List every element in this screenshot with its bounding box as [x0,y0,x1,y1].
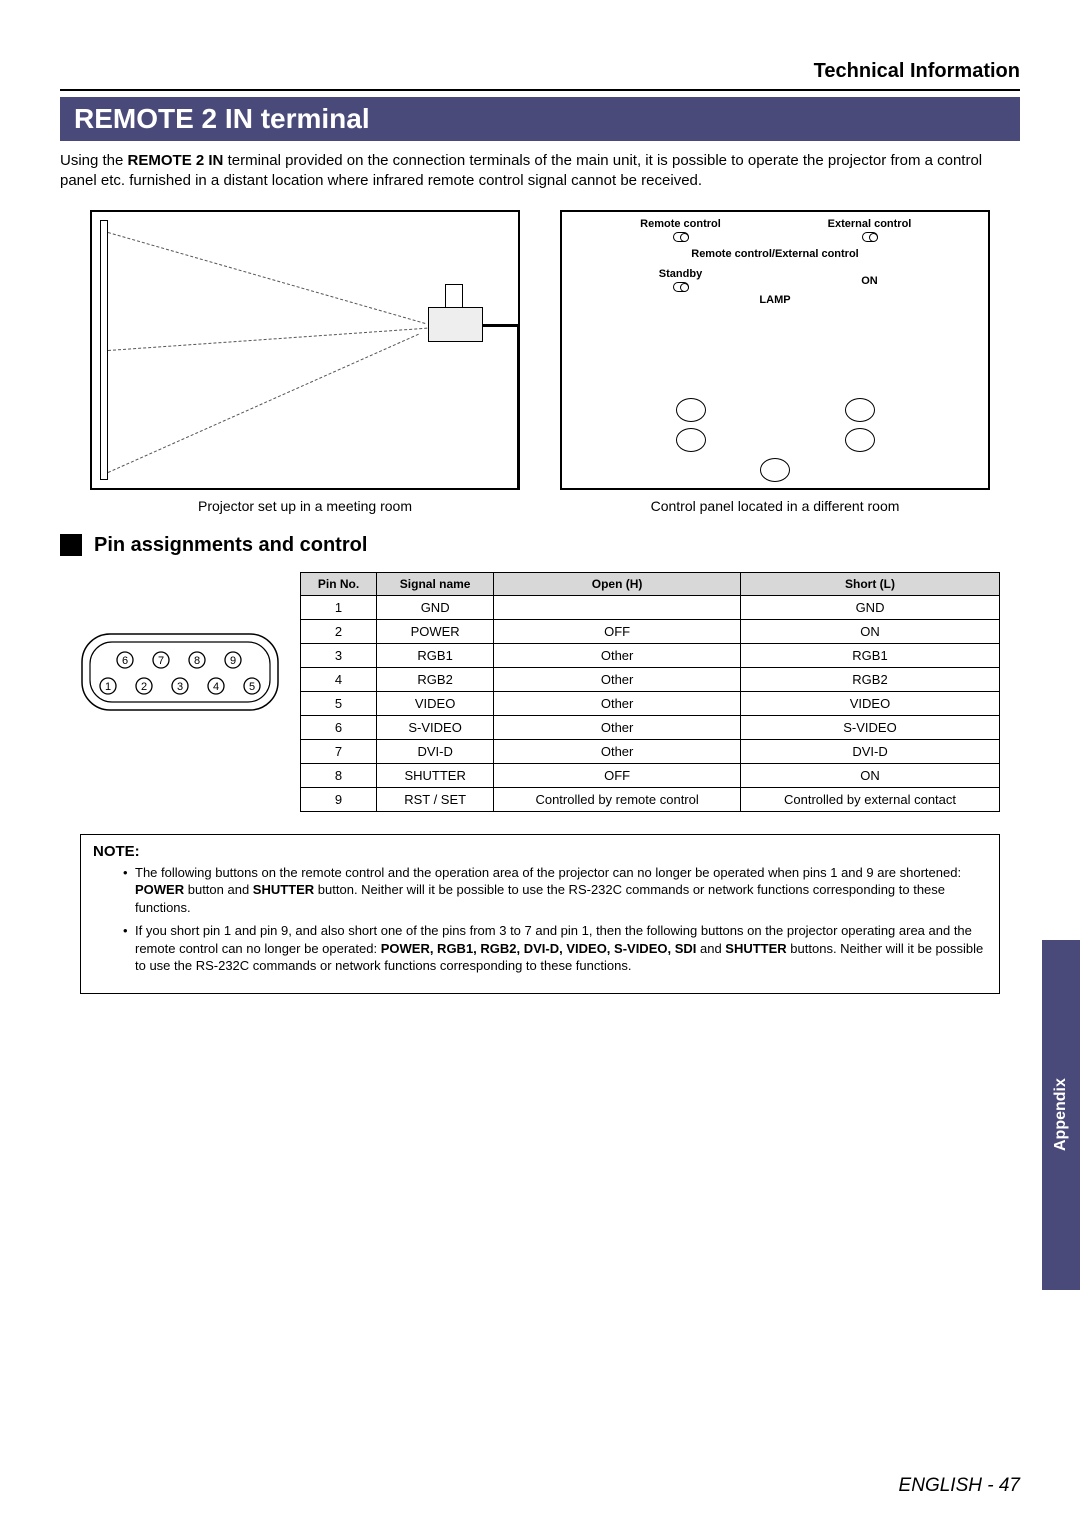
pin-table-cell: S-VIDEO [741,715,1000,739]
svg-text:7: 7 [158,655,164,667]
note-item-2: If you short pin 1 and pin 9, and also s… [123,922,987,975]
page-footer: ENGLISH - 47 [899,1475,1020,1497]
table-row: 9RST / SETControlled by remote controlCo… [301,787,1000,811]
pin-table-cell: Controlled by remote control [494,787,741,811]
pin-table-cell: RGB1 [377,643,494,667]
header-rule [60,89,1020,91]
pin-table-cell: RGB2 [377,667,494,691]
knob-icon [845,398,875,422]
footer-page: 47 [999,1475,1020,1496]
pin-table-header: Open (H) [494,572,741,595]
appendix-tab: Appendix [1042,940,1080,1290]
toggle-icon [673,232,689,242]
diagram-left: Projector set up in a meeting room [90,210,520,514]
svg-text:4: 4 [213,681,219,693]
table-row: 1GNDGND [301,595,1000,619]
pin-table-cell: OFF [494,763,741,787]
knob-icon [760,458,790,482]
intro-paragraph: Using the REMOTE 2 IN terminal provided … [60,151,1020,192]
pin-table-header: Signal name [377,572,494,595]
knob-icon [676,398,706,422]
pin-table-cell: SHUTTER [377,763,494,787]
connector-diagram: 6 7 8 9 1 2 3 4 5 [80,632,280,712]
toggle-icon [862,232,878,242]
page-header-title: Technical Information [60,60,1020,83]
pin-table-cell: 2 [301,619,377,643]
pin-table-cell: OFF [494,619,741,643]
label-combined: Remote control/External control [691,248,858,260]
pin-table-cell: RGB2 [741,667,1000,691]
knob-icon [845,428,875,452]
table-row: 8SHUTTEROFFON [301,763,1000,787]
diagram-right-caption: Control panel located in a different roo… [651,498,900,514]
pin-table-cell: VIDEO [377,691,494,715]
projector-room-diagram [90,210,520,490]
table-row: 4RGB2OtherRGB2 [301,667,1000,691]
pin-table-cell: 5 [301,691,377,715]
toggle-icon [673,282,689,292]
pin-table-cell: DVI-D [377,739,494,763]
pin-table-cell: POWER [377,619,494,643]
pin-table-cell: RGB1 [741,643,1000,667]
pin-table-cell: RST / SET [377,787,494,811]
label-remote-control: Remote control [636,218,726,230]
pin-table-cell [494,595,741,619]
pin-table: Pin No.Signal nameOpen (H)Short (L) 1GND… [300,572,1000,812]
section-title: REMOTE 2 IN terminal [60,97,1020,141]
pin-table-cell: GND [377,595,494,619]
subsection-marker [60,534,82,556]
pin-table-cell: S-VIDEO [377,715,494,739]
control-panel-diagram: Remote control External control Remote c… [560,210,990,490]
pin-table-cell: Other [494,643,741,667]
subsection-title: Pin assignments and control [94,534,367,557]
pin-table-cell: DVI-D [741,739,1000,763]
pin-table-cell: Other [494,667,741,691]
pin-table-cell: Other [494,715,741,739]
diagram-left-caption: Projector set up in a meeting room [198,498,412,514]
footer-lang: ENGLISH [899,1475,982,1496]
intro-pre: Using the [60,152,128,169]
pin-table-cell: 4 [301,667,377,691]
pin-table-cell: 9 [301,787,377,811]
table-row: 5VIDEOOtherVIDEO [301,691,1000,715]
table-row: 2POWEROFFON [301,619,1000,643]
label-standby: Standby [636,268,726,280]
pin-table-cell: 8 [301,763,377,787]
table-row: 3RGB1OtherRGB1 [301,643,1000,667]
knob-icon [676,428,706,452]
pin-table-cell: ON [741,619,1000,643]
svg-text:8: 8 [194,655,200,667]
table-row: 7DVI-DOtherDVI-D [301,739,1000,763]
label-lamp: LAMP [759,294,790,306]
svg-text:2: 2 [141,681,147,693]
svg-text:6: 6 [122,655,128,667]
svg-text:5: 5 [249,681,255,693]
svg-text:9: 9 [230,655,236,667]
label-on: ON [825,275,915,287]
pin-table-cell: GND [741,595,1000,619]
svg-text:1: 1 [105,681,111,693]
pin-table-cell: 3 [301,643,377,667]
pin-table-cell: 7 [301,739,377,763]
pin-table-cell: Other [494,691,741,715]
note-title: NOTE: [93,843,987,860]
label-external-control: External control [825,218,915,230]
pin-table-cell: 6 [301,715,377,739]
footer-sep: - [982,1475,999,1496]
pin-table-header: Pin No. [301,572,377,595]
table-row: 6S-VIDEOOtherS-VIDEO [301,715,1000,739]
pin-table-header: Short (L) [741,572,1000,595]
pin-table-cell: Other [494,739,741,763]
note-item-1: The following buttons on the remote cont… [123,864,987,917]
note-box: NOTE: The following buttons on the remot… [80,834,1000,994]
pin-table-cell: VIDEO [741,691,1000,715]
intro-bold: REMOTE 2 IN [128,152,224,169]
pin-table-cell: ON [741,763,1000,787]
diagram-right: Remote control External control Remote c… [560,210,990,514]
pin-table-cell: Controlled by external contact [741,787,1000,811]
svg-text:3: 3 [177,681,183,693]
pin-table-cell: 1 [301,595,377,619]
